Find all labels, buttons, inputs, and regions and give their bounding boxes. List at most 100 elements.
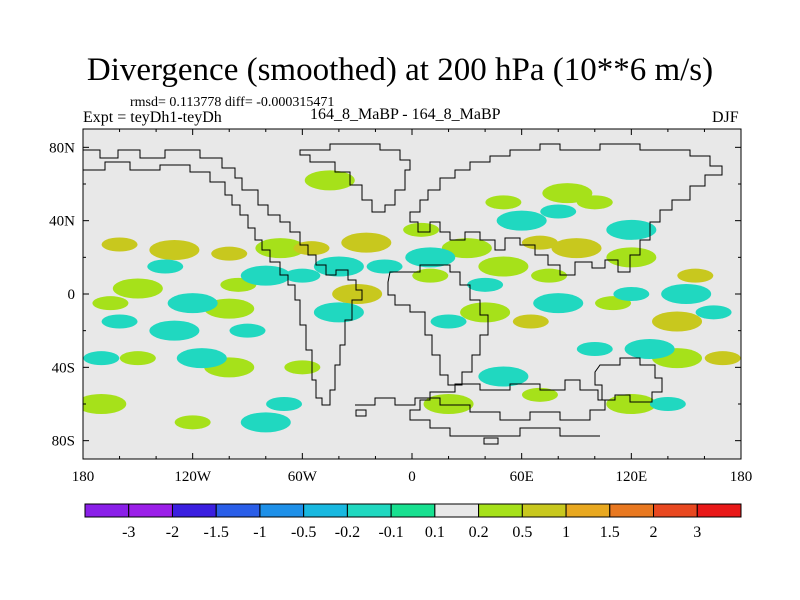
field-region — [624, 339, 675, 359]
field-region — [606, 219, 657, 240]
colorbar-box — [303, 503, 348, 518]
field-region — [531, 268, 568, 283]
coastline-africa — [387, 264, 489, 386]
field-region — [478, 256, 529, 277]
colorbar-box — [171, 503, 217, 518]
field-region-core — [712, 354, 733, 363]
colorbar-box — [478, 503, 523, 518]
colorbar-box — [653, 503, 698, 518]
field-region-core — [663, 316, 691, 327]
field-region — [430, 314, 467, 329]
field-region — [147, 259, 184, 274]
field-region — [423, 394, 474, 414]
field-region — [112, 278, 163, 299]
x-tick-label: 60E — [510, 469, 534, 485]
colorbar-label: -0.1 — [378, 524, 403, 541]
field-region — [240, 412, 291, 433]
field-region — [606, 247, 657, 268]
field-region — [92, 296, 129, 311]
field-region — [649, 397, 686, 411]
field-region — [229, 323, 266, 338]
field-region — [176, 348, 227, 369]
field-region — [149, 320, 200, 341]
coastline-antarctica — [355, 379, 606, 437]
colorbar: -3 -2 -1.5 -1 -0.5 -0.2 -0.1 0.1 0.2 0.5 1 1.5 2 3 — [84, 503, 742, 541]
field-region — [460, 302, 511, 323]
field-region — [661, 284, 712, 304]
field-region — [485, 195, 522, 210]
colorbar-box — [84, 503, 130, 518]
field-region — [266, 397, 303, 411]
colorbar-label: 0.1 — [425, 524, 445, 541]
x-axis: 180 120W 60W 0 60E 120E 180 — [72, 129, 753, 485]
colorbar-label: 0.5 — [512, 524, 532, 541]
field-region — [576, 195, 613, 210]
field-region-core — [109, 240, 130, 249]
y-tick-label: 40N — [49, 214, 75, 230]
field-region — [240, 265, 291, 286]
field-region — [284, 268, 321, 283]
field-region-core — [219, 249, 240, 258]
field-region — [101, 314, 138, 329]
colorbar-label: 1 — [562, 524, 570, 541]
colorbar-box — [434, 503, 480, 518]
colorbar-label: -3 — [122, 524, 135, 541]
field-region — [478, 366, 529, 387]
field-region — [403, 222, 440, 237]
experiment-label: Expt = teyDh1-teyDh — [83, 109, 222, 126]
colorbar-box — [128, 503, 173, 518]
field-region — [533, 293, 584, 314]
field-region — [313, 256, 364, 277]
field-region — [540, 204, 577, 219]
colorbar-box — [215, 503, 261, 518]
field-region-core — [520, 317, 541, 326]
field-region — [521, 387, 558, 402]
field-region — [304, 170, 355, 191]
x-tick-label: 60W — [288, 469, 318, 485]
colorbar-box — [346, 503, 392, 518]
coastline-layer — [83, 143, 723, 445]
field-region — [167, 293, 218, 314]
field-region — [576, 342, 613, 356]
y-axis: 80N 40N 0 40S 80S — [49, 140, 741, 450]
x-tick-label: 180 — [730, 469, 753, 485]
field-region — [412, 268, 449, 283]
field-region — [83, 351, 120, 366]
colorbar-label: 1.5 — [600, 524, 620, 541]
colorbar-label: -0.5 — [291, 524, 316, 541]
field-region — [313, 302, 364, 323]
colorbar-box — [259, 503, 305, 518]
x-tick-label: 0 — [408, 469, 416, 485]
colorbar-label: 0.2 — [469, 524, 489, 541]
colorbar-box — [696, 503, 742, 518]
y-tick-label: 80S — [52, 434, 75, 450]
colorbar-box — [565, 503, 611, 518]
field-region — [496, 210, 547, 231]
field-region — [366, 259, 403, 274]
y-tick-label: 40S — [52, 360, 75, 376]
y-tick-label: 80N — [49, 140, 75, 156]
colorbar-box — [521, 503, 567, 518]
coastline-antarctic-islands — [355, 409, 499, 445]
field-region — [542, 183, 593, 204]
field-region-core — [160, 244, 189, 256]
colorbar-label: -2 — [166, 524, 179, 541]
field-region — [83, 394, 127, 414]
x-tick-label: 180 — [72, 469, 95, 485]
field-region — [255, 238, 306, 259]
field-layer — [83, 170, 741, 433]
x-tick-label: 120W — [174, 469, 212, 485]
field-region — [119, 351, 156, 366]
y-tick-label: 0 — [68, 287, 76, 303]
x-tick-label: 120E — [615, 469, 647, 485]
season-label: DJF — [712, 109, 739, 126]
chart-title: Divergence (smoothed) at 200 hPa (10**6 … — [86, 52, 714, 88]
coastline-greenland — [299, 143, 411, 213]
model-comparison-label: 164_8_MaBP - 164_8_MaBP — [310, 106, 501, 123]
field-region-core — [352, 237, 381, 249]
coastline-australia — [594, 357, 663, 403]
field-region-core — [562, 242, 591, 254]
field-region — [613, 287, 650, 301]
field-region-core — [685, 271, 706, 280]
